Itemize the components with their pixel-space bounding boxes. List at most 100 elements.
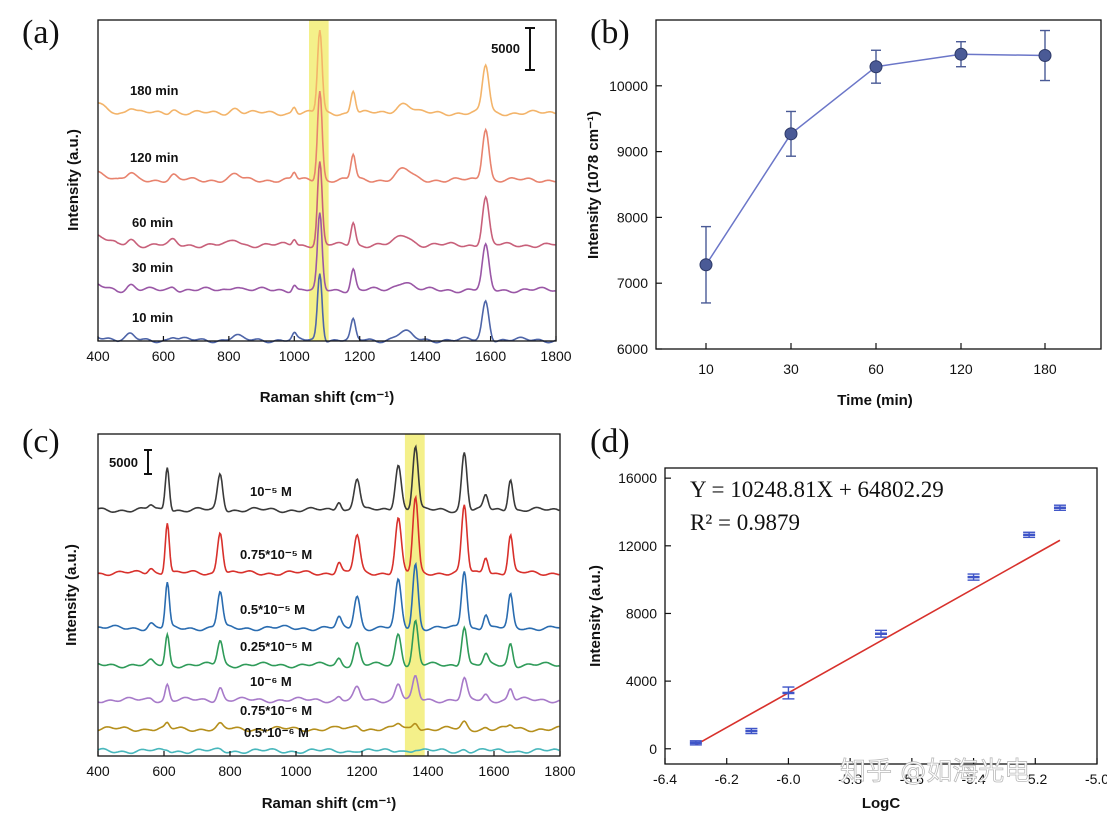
x-ticks-c: 400 600 800 1000 1200 1400 1600 1800 — [86, 751, 576, 779]
ticks-d: 0 4000 8000 12000 16000 -6.4 -6.2 -6.0 -5.8 -5.6 -… — [618, 470, 1107, 787]
x-tick-label: 30 — [783, 361, 799, 377]
y-tick-label: 0 — [649, 741, 657, 757]
y-tick-label: 10000 — [609, 78, 648, 94]
x-tick-label: 800 — [217, 348, 241, 364]
spectrum-line — [97, 90, 556, 184]
spectrum-line — [97, 675, 560, 704]
x-tick-label: 800 — [218, 763, 242, 779]
y-axis-label-d: Intensity (a.u.) — [587, 565, 604, 667]
y-tick-label: 16000 — [618, 470, 657, 486]
x-axis-label-b: Time (min) — [837, 392, 913, 409]
series-label: 0.25*10⁻⁵ M — [240, 639, 312, 654]
data-d — [689, 504, 1066, 746]
spectrum-line — [97, 720, 560, 733]
x-axis-label-d: LogC — [862, 795, 900, 812]
x-tick-label: -5.4 — [962, 771, 986, 787]
y-axis-label-c: Intensity (a.u.) — [63, 544, 80, 646]
x-tick-label: 60 — [868, 361, 884, 377]
x-tick-label: 600 — [152, 348, 176, 364]
x-tick-label: 1800 — [544, 763, 575, 779]
ticks-b: 6000 7000 8000 9000 10000 10 30 60 120 180 — [609, 78, 1057, 377]
data-line — [705, 53, 1046, 266]
spectrum-line — [97, 161, 556, 249]
y-axis-label-b: Intensity (1078 cm⁻¹) — [585, 111, 602, 259]
x-tick-label: -5.6 — [900, 771, 924, 787]
x-tick-label: 600 — [152, 763, 176, 779]
spectrum-line — [97, 494, 560, 577]
series-label: 0.75*10⁻⁶ M — [240, 703, 312, 718]
panel-label-d: (d) — [590, 423, 630, 460]
x-tick-label: 1000 — [280, 763, 311, 779]
spectrum-line — [97, 444, 560, 514]
series-label: 120 min — [130, 150, 178, 165]
series-label: 0.5*10⁻⁵ M — [240, 602, 305, 617]
spectrum-line — [97, 212, 556, 294]
x-tick-label: 1400 — [412, 763, 443, 779]
data-b — [699, 29, 1052, 304]
panel-b: 6000 7000 8000 9000 10000 10 30 60 120 180 (b) Ti… — [585, 14, 1102, 409]
series-group-c: 10⁻⁵ M 0.75*10⁻⁵ M 0.5*10⁻⁵ M 0.25*10⁻⁵ M 10… — [97, 444, 560, 755]
x-tick-label: -6.4 — [653, 771, 677, 787]
plot-frame-b — [655, 19, 1102, 350]
y-tick-label: 6000 — [617, 341, 648, 357]
plot-frame-c — [97, 433, 561, 757]
series-label: 10⁻⁶ M — [250, 674, 292, 689]
x-tick-label: 400 — [86, 763, 110, 779]
fit-line — [695, 539, 1061, 746]
x-tick-label: 1400 — [410, 348, 441, 364]
scale-bar-label-a: 5000 — [491, 41, 520, 56]
series-label: 180 min — [130, 83, 178, 98]
x-tick-label: 1200 — [346, 763, 377, 779]
x-ticks-a: 400 600 800 1000 1200 1400 1600 1800 — [86, 336, 572, 364]
x-tick-label: -5.0 — [1085, 771, 1107, 787]
series-label: 0.75*10⁻⁵ M — [240, 547, 312, 562]
panel-label-b: (b) — [590, 14, 630, 51]
y-tick-label: 9000 — [617, 144, 648, 160]
plot-frame-d — [664, 467, 1098, 765]
panel-a: 180 min 120 min 60 min 30 min 10 min 400 600 8… — [22, 14, 572, 406]
x-tick-label: 400 — [86, 348, 110, 364]
x-tick-label: 120 — [949, 361, 973, 377]
series-label: 10 min — [132, 310, 173, 325]
x-tick-label: 1000 — [279, 348, 310, 364]
x-tick-label: 1200 — [344, 348, 375, 364]
y-tick-label: 7000 — [617, 275, 648, 291]
data-point — [1038, 49, 1052, 63]
series-label: 60 min — [132, 215, 173, 230]
y-tick-label: 8000 — [617, 209, 648, 225]
x-axis-label-c: Raman shift (cm⁻¹) — [262, 795, 397, 812]
x-tick-label: -6.0 — [776, 771, 800, 787]
x-tick-label: 1600 — [475, 348, 506, 364]
plot-frame-a — [97, 19, 557, 342]
spectrum-line — [97, 747, 560, 755]
series-label: 10⁻⁵ M — [250, 484, 292, 499]
x-tick-label: -5.8 — [838, 771, 862, 787]
x-tick-label: -6.2 — [715, 771, 739, 787]
x-tick-label: -5.2 — [1023, 771, 1047, 787]
data-point — [699, 258, 713, 272]
panel-d: 0 4000 8000 12000 16000 -6.4 -6.2 -6.0 -5.8 -5.6 -… — [587, 423, 1107, 812]
panel-c: 10⁻⁵ M 0.75*10⁻⁵ M 0.5*10⁻⁵ M 0.25*10⁻⁵ M 10… — [22, 423, 576, 812]
data-point — [784, 127, 798, 141]
x-tick-label: 1800 — [540, 348, 571, 364]
panel-label-c: (c) — [22, 423, 60, 460]
spectrum-line — [97, 619, 560, 669]
panel-label-a: (a) — [22, 14, 60, 51]
watermark: 知乎 @如海光电 — [840, 757, 1030, 787]
x-tick-label: 180 — [1033, 361, 1057, 377]
spectrum-line — [97, 29, 556, 117]
x-tick-label: 10 — [698, 361, 714, 377]
data-point — [869, 60, 883, 74]
fit-equation: Y = 10248.81X + 64802.29 — [690, 477, 944, 502]
scale-bar-label-c: 5000 — [109, 455, 138, 470]
y-tick-label: 12000 — [618, 538, 657, 554]
spectrum-line — [97, 561, 560, 632]
highlight-band-c — [404, 434, 425, 756]
y-axis-label-a: Intensity (a.u.) — [65, 129, 82, 231]
series-label: 0.5*10⁻⁶ M — [244, 725, 309, 740]
x-tick-label: 1600 — [478, 763, 509, 779]
y-tick-label: 4000 — [626, 673, 657, 689]
series-label: 30 min — [132, 260, 173, 275]
y-tick-label: 8000 — [626, 605, 657, 621]
